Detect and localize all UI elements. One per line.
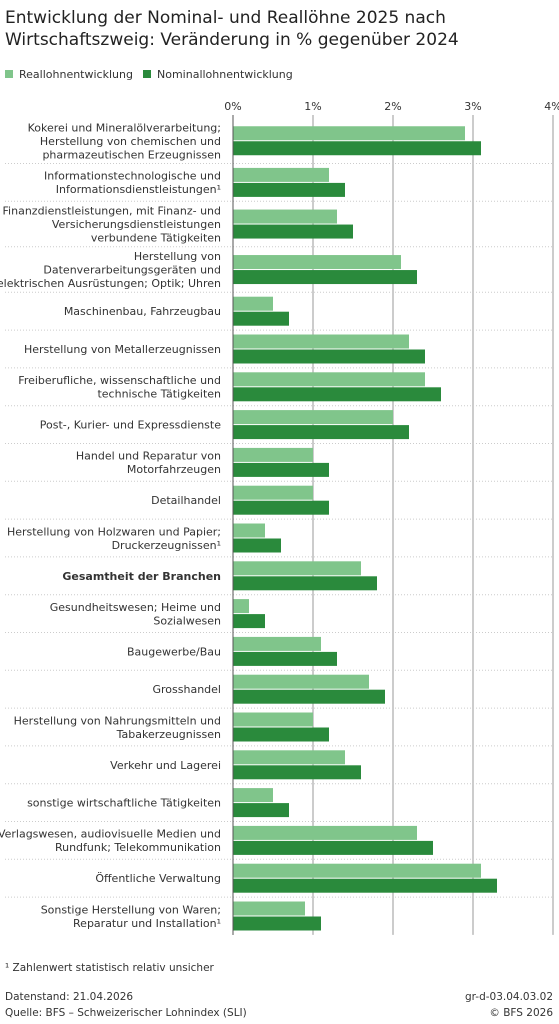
category-label: Baugewerbe/Bau <box>127 645 221 658</box>
bar <box>233 614 265 629</box>
copyright: © BFS 2026 <box>489 1007 553 1019</box>
bar <box>233 689 385 704</box>
category-label: Verlagswesen, audiovisuelle Medien und Ru… <box>0 828 221 855</box>
category-label: Gesamtheit der Branchen <box>62 570 221 583</box>
bar <box>233 485 313 500</box>
bar <box>233 296 273 311</box>
bar <box>233 576 377 591</box>
category-label: Herstellung von Datenverarbeitungsgeräten… <box>0 250 221 290</box>
category-label: Öffentliche Verwaltung <box>95 872 221 885</box>
bar <box>233 727 329 742</box>
chart-title: Entwicklung der Nominal- und Reallöhne 2… <box>5 8 459 50</box>
graphic-id: gr-d-03.04.03.02 <box>465 991 553 1003</box>
legend-swatch <box>143 70 151 78</box>
bar <box>233 182 345 197</box>
category-label: Gesundheitswesen; Heime und Sozialwesen <box>50 601 221 628</box>
bar <box>233 599 249 614</box>
bar <box>233 334 409 349</box>
bar <box>233 803 289 818</box>
x-tick-label: 2% <box>384 100 401 113</box>
category-label: Herstellung von Holzwaren und Papier; Dru… <box>7 525 221 552</box>
bar <box>233 863 481 878</box>
bar <box>233 840 433 855</box>
bar <box>233 372 425 387</box>
bar <box>233 462 329 477</box>
category-label: Kokerei und Mineralölverarbeitung; Herste… <box>28 121 221 161</box>
category-label: Verkehr und Lagerei <box>110 759 221 772</box>
category-label: sonstige wirtschaftliche Tätigkeiten <box>27 797 221 810</box>
category-label: Detailhandel <box>151 494 221 507</box>
bar <box>233 538 281 553</box>
legend-label: Nominallohnentwicklung <box>157 68 293 81</box>
category-label: Handel und Reparatur von Motorfahrzeugen <box>76 450 221 477</box>
x-tick-label: 4% <box>544 100 559 113</box>
category-label: Freiberufliche, wissenschaftliche und tec… <box>18 374 221 401</box>
x-tick-label: 1% <box>304 100 321 113</box>
bar <box>233 916 321 931</box>
data-status: Datenstand: 21.04.2026 <box>5 991 133 1003</box>
bar <box>233 209 337 224</box>
bar <box>233 878 497 893</box>
bar <box>233 410 393 425</box>
bar <box>233 167 329 182</box>
category-label: Maschinenbau, Fahrzeugbau <box>64 305 221 318</box>
bar <box>233 141 481 156</box>
bar <box>233 349 425 364</box>
bar <box>233 270 417 285</box>
bar <box>233 825 417 840</box>
footnote: ¹ Zahlenwert statistisch relativ unsiche… <box>5 962 215 974</box>
category-label: Finanzdienstleistungen, mit Finanz- und V… <box>3 205 221 245</box>
category-label: Herstellung von Metallerzeugnissen <box>24 343 221 356</box>
bar <box>233 901 305 916</box>
bar <box>233 387 441 402</box>
bar <box>233 636 321 651</box>
bar <box>233 311 289 326</box>
bar <box>233 651 337 666</box>
category-label: Grosshandel <box>153 683 222 696</box>
legend-swatch <box>5 70 13 78</box>
category-label: Herstellung von Nahrungsmitteln und Tabak… <box>14 714 221 741</box>
bar <box>233 674 369 689</box>
category-label: Informationstechnologische und Informatio… <box>44 170 221 197</box>
category-label: Sonstige Herstellung von Waren; Reparatur… <box>41 903 221 930</box>
bar <box>233 255 401 270</box>
bar <box>233 561 361 576</box>
x-tick-label: 0% <box>224 100 241 113</box>
bar <box>233 788 273 803</box>
bar <box>233 765 361 780</box>
bar <box>233 224 353 239</box>
x-tick-label: 3% <box>464 100 481 113</box>
bar <box>233 523 265 538</box>
bar <box>233 447 313 462</box>
bar <box>233 750 345 765</box>
bar <box>233 712 313 727</box>
bar <box>233 425 409 440</box>
bar <box>233 126 465 141</box>
bar <box>233 500 329 515</box>
source: Quelle: BFS – Schweizerischer Lohnindex … <box>5 1007 247 1019</box>
legend-label: Reallohnentwicklung <box>19 68 133 81</box>
category-label: Post-, Kurier- und Expressdienste <box>40 419 221 432</box>
